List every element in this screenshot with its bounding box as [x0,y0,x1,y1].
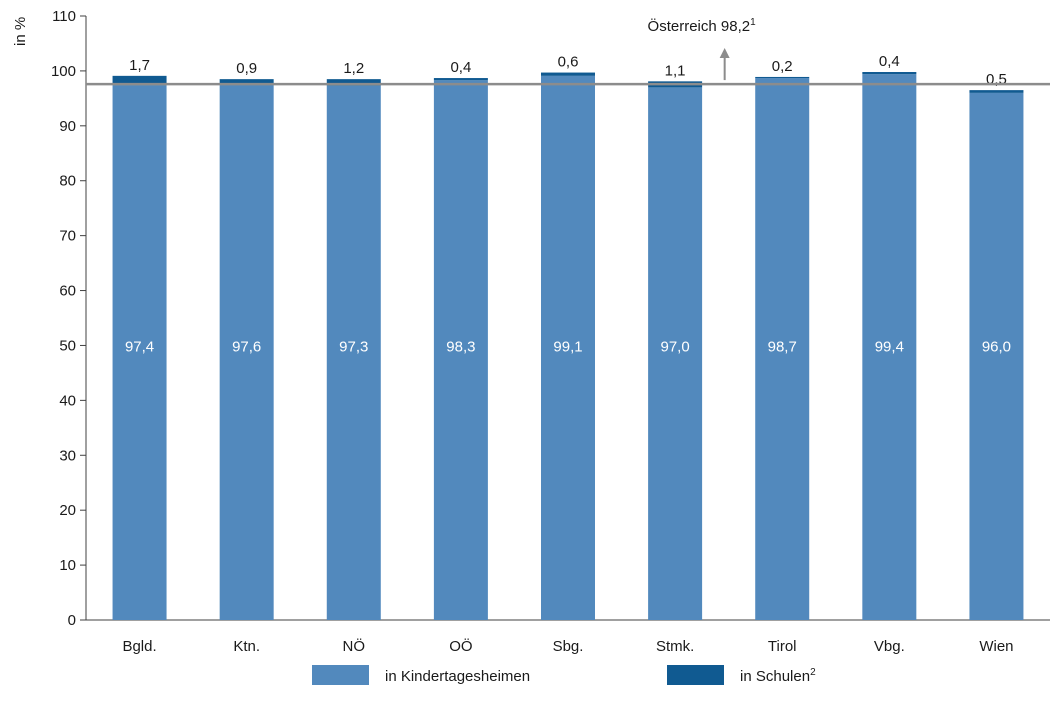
y-tick-label: 0 [68,612,76,629]
data-label-kindertagesheimen: 97,4 [125,338,154,355]
bar-schulen [326,79,381,86]
x-tick-label: Ktn. [233,638,260,655]
reference-line-label: Österreich 98,21 [648,17,757,35]
data-label-kindertagesheimen: 98,7 [768,338,797,355]
data-label-schulen: 0,6 [558,54,579,71]
bar-schulen [112,75,167,86]
bar-schulen [969,90,1024,93]
y-tick-label: 30 [59,447,76,464]
data-label-kindertagesheimen: 97,0 [661,338,690,355]
y-ticks: 0 10 20 30 40 50 60 70 80 90 100 110 [51,8,86,629]
legend-swatch-kindertagesheimen [312,665,369,685]
y-tick-label: 100 [51,63,76,80]
x-tick-label: Bgld. [122,638,156,655]
legend-label-schulen: in Schulen2 [740,667,816,685]
legend-swatch-schulen [667,665,724,685]
data-label-schulen: 0,5 [986,71,1007,88]
y-tick-label: 20 [59,502,76,519]
bar-schulen [862,72,917,75]
y-tick-label: 10 [59,557,76,574]
x-tick-label: Wien [979,638,1013,655]
y-tick-label: 90 [59,118,76,135]
legend: in Kindertagesheimen in Schulen2 [312,665,816,685]
data-label-kindertagesheimen: 97,6 [232,338,261,355]
data-labels: 97,4 1,7 97,6 0,9 97,3 1,2 98,3 0,4 99,1 0,6 97,0 1… [125,53,1011,355]
bar-schulen [755,76,810,79]
data-label-schulen: 0,4 [879,53,900,70]
data-label-kindertagesheimen: 97,3 [339,338,368,355]
bars [112,72,1024,621]
y-tick-label: 80 [59,173,76,190]
y-axis-label: in % [12,17,29,46]
data-label-kindertagesheimen: 99,1 [553,338,582,355]
bar-schulen [433,78,488,81]
reference-line-label-text: Österreich 98,2 [648,17,751,35]
bar-kindertagesheimen [112,85,167,621]
x-tick-label: Stmk. [656,638,694,655]
bar-kindertagesheimen [862,74,917,621]
bar-kindertagesheimen [755,78,810,621]
reference-line-group: Österreich 98,21 [86,17,1050,86]
y-tick-label: 50 [59,337,76,354]
reference-line-label-sup: 1 [750,17,756,28]
data-label-schulen: 1,2 [343,60,364,77]
legend-label-kindertagesheimen: in Kindertagesheimen [385,668,530,685]
legend-label-schulen-text: in Schulen [740,668,810,685]
bar-kindertagesheimen [433,80,488,620]
bar-schulen [219,79,274,85]
x-tick-label: Sbg. [553,638,584,655]
data-label-kindertagesheimen: 96,0 [982,338,1011,355]
bar-schulen [541,72,595,76]
y-tick-label: 40 [59,392,76,409]
y-tick-label: 60 [59,283,76,300]
data-label-schulen: 0,2 [772,58,793,75]
bar-kindertagesheimen [969,92,1024,620]
bar-kindertagesheimen [541,75,595,621]
data-label-kindertagesheimen: 98,3 [446,338,475,355]
x-tick-label: Vbg. [874,638,905,655]
y-tick-label: 110 [52,8,76,25]
x-tick-label: NÖ [343,637,366,655]
legend-label-schulen-sup: 2 [810,667,816,678]
x-tick-label: Tirol [768,638,797,655]
data-label-schulen: 0,9 [236,60,257,77]
x-tick-labels: Bgld. Ktn. NÖ OÖ Sbg. Stmk. Tirol Vbg. Wien [122,637,1013,655]
bar-kindertagesheimen [219,84,274,620]
data-label-schulen: 1,7 [129,57,150,74]
x-tick-label: OÖ [449,637,472,655]
y-tick-label: 70 [59,228,76,245]
data-label-schulen: 1,1 [665,62,686,79]
bar-kindertagesheimen [326,85,381,620]
bar-kindertagesheimen [648,87,703,620]
reference-arrow-head [719,48,730,58]
data-label-schulen: 0,4 [450,59,471,76]
data-label-kindertagesheimen: 99,4 [875,338,904,355]
